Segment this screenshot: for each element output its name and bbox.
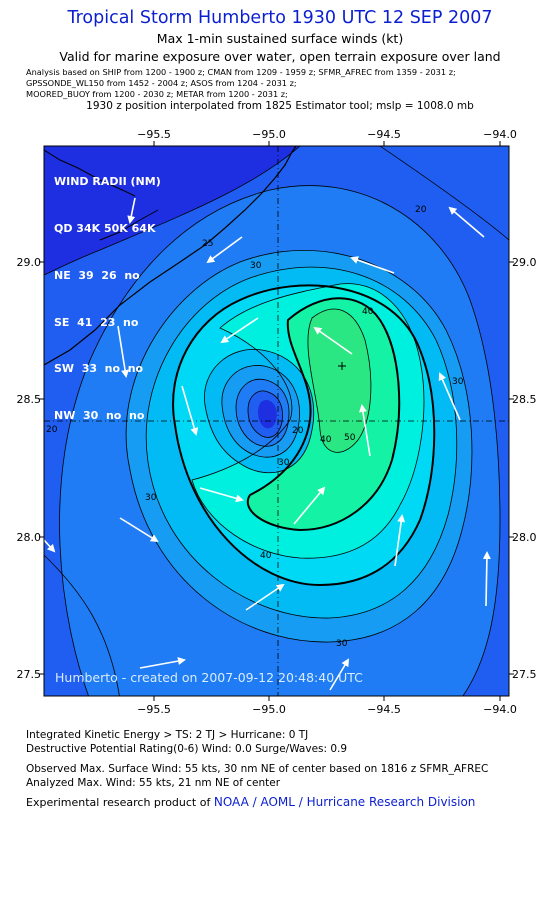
analyzed-max-wind: Analyzed Max. Wind: 55 kts, 21 nm NE of … [26, 777, 281, 789]
lat-tick-label: 28.0 [512, 531, 537, 544]
lat-tick-label: 29.0 [512, 256, 537, 269]
wind-radii-row-nw: NW 30 no no [54, 409, 145, 423]
wind-arrow [329, 658, 350, 691]
contour-label: 30 [250, 261, 262, 271]
wind-radii-row-ne: NE 39 26 no [54, 268, 140, 282]
contour-line-20-ne [379, 146, 509, 241]
source-line: MOORED_BUOY from 1200 - 2030 z; METAR fr… [26, 89, 288, 99]
coastline-inlet [99, 209, 159, 241]
max-wind-marker [338, 362, 346, 370]
wind-arrow [482, 551, 491, 607]
contour-label: 30 [145, 493, 157, 503]
contour-label: 40 [320, 435, 332, 445]
lat-tick-label: 27.5 [17, 668, 42, 681]
kinetic-energy-note: Integrated Kinetic Energy > TS: 2 TJ > H… [26, 729, 309, 741]
lon-tick-label: −95.5 [137, 128, 171, 141]
lon-tick-label: −94.0 [483, 703, 517, 716]
lon-tick-label: −94.0 [483, 128, 517, 141]
contour-line-45 [191, 283, 425, 559]
wind-arrow [44, 539, 56, 553]
contour-line-core-30 [221, 365, 300, 458]
map-title: Tropical Storm Humberto 1930 UTC 12 SEP … [67, 8, 493, 28]
lat-tick-label: 27.5 [512, 668, 537, 681]
contour-line-20-sw [44, 554, 120, 696]
destructive-potential-note: Destructive Potential Rating(0-6) Wind: … [26, 743, 348, 755]
contour-label: 30 [452, 377, 464, 387]
lat-tick-label: 29.0 [17, 256, 42, 269]
contour-fill-core-15 [258, 400, 277, 429]
contour-label: 40 [260, 551, 272, 561]
map-subtitle-exposure: Valid for marine exposure over water, op… [59, 49, 501, 64]
wind-arrow [199, 487, 244, 503]
map-subtitle: Max 1-min sustained surface winds (kt) [156, 31, 404, 46]
contour-line-55 [307, 308, 372, 453]
creation-credit: Humberto - created on 2007-09-12 20:48:4… [55, 670, 363, 685]
contour-line-15 [44, 146, 301, 276]
lat-tick-label: 28.5 [512, 393, 537, 406]
lon-tick-label: −95.0 [252, 128, 286, 141]
wind-radii-row-sw: SW 33 no no [54, 362, 144, 376]
lon-tick-label: −94.5 [367, 128, 401, 141]
lon-tick-label: −95.5 [137, 703, 171, 716]
wind-arrow [139, 657, 186, 669]
contour-label: 30 [336, 639, 348, 649]
coastline [44, 146, 297, 366]
observed-max-wind: Observed Max. Surface Wind: 55 kts, 30 n… [26, 763, 489, 775]
wind-arrow [358, 404, 371, 457]
wind-arrow [117, 325, 130, 378]
contour-line-30 [125, 250, 473, 643]
contour-label: 20 [46, 425, 58, 435]
contour-line-50kt [247, 297, 401, 532]
wind-arrow [293, 486, 326, 525]
wind-arrow [350, 256, 395, 274]
lat-tick-label: 28.0 [17, 531, 42, 544]
contour-label: 20 [292, 426, 304, 436]
product-credit: Experimental research product of NOAA / … [26, 795, 475, 809]
contour-line-25 [59, 185, 501, 696]
wind-arrow [245, 583, 285, 611]
contour-label: 50 [344, 433, 356, 443]
organization-link[interactable]: NOAA / AOML / Hurricane Research Divisio… [213, 795, 476, 809]
contour-label: 40 [362, 307, 374, 317]
source-line: Analysis based on SHIP from 1200 - 1900 … [26, 67, 456, 77]
contour-fill-55 [307, 309, 371, 453]
wind-arrow [206, 236, 243, 264]
wind-arrow [313, 326, 353, 355]
wind-arrow [448, 206, 485, 238]
coastline-bay [44, 149, 136, 197]
wind-radii-header: QD 34K 50K 64K [54, 221, 156, 235]
wind-radii-title: WIND RADII (NM) [54, 175, 161, 189]
map-frame [43, 145, 510, 697]
contour-line-core-20 [247, 390, 283, 438]
position-note: 1930 z position interpolated from 1825 E… [86, 100, 474, 112]
contour-line-35 [145, 266, 458, 619]
lon-tick-label: −95.0 [252, 703, 286, 716]
contour-label: 20 [415, 205, 427, 215]
wind-arrow [394, 514, 406, 567]
contour-fill-15 [44, 146, 300, 275]
contour-label: 25 [202, 239, 213, 249]
contour-line-core-25 [235, 378, 290, 447]
wind-arrow [220, 317, 259, 344]
contour-label: 30 [278, 458, 290, 468]
wind-arrow [438, 372, 461, 421]
wind-arrow [181, 385, 199, 436]
contour-line-core-35 [204, 348, 315, 474]
source-line: GPSSONDE_WL150 from 1452 - 2004 z; ASOS … [26, 78, 297, 88]
product-credit-prefix: Experimental research product of [26, 796, 214, 809]
wind-radii-row-se: SE 41 23 no [54, 315, 139, 329]
lat-tick-label: 28.5 [17, 393, 42, 406]
wind-arrow [127, 197, 136, 224]
wind-radii-table: WIND RADII (NM) QD 34K 50K 64K NE 39 26 … [54, 143, 161, 439]
wind-arrow [119, 517, 159, 543]
lon-tick-label: −94.5 [367, 703, 401, 716]
